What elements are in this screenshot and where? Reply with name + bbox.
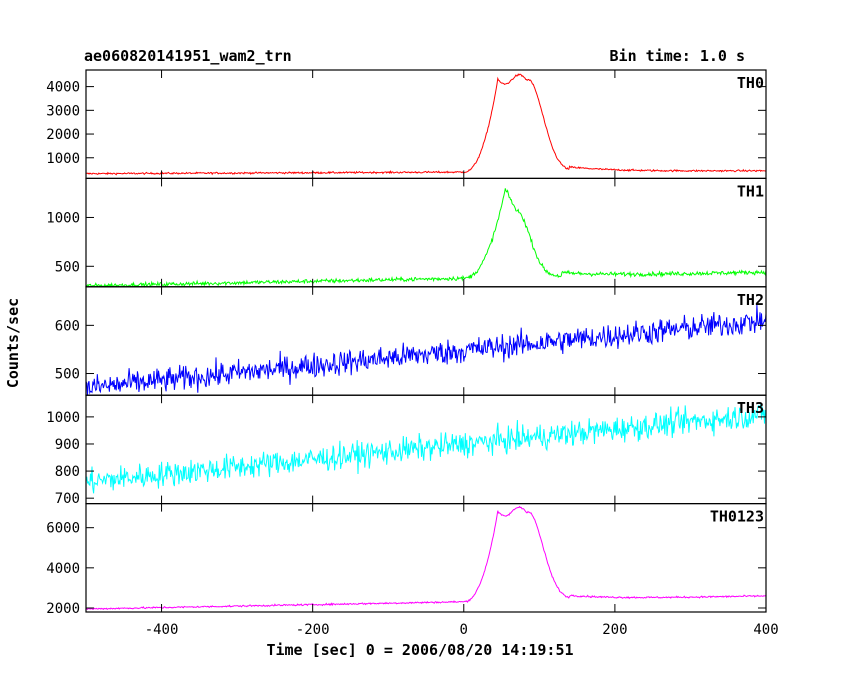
y-tick-label: 600 bbox=[55, 318, 80, 334]
panel-frame-th0123 bbox=[85, 503, 767, 613]
x-axis-label: Time [sec] 0 = 2006/08/20 14:19:51 bbox=[266, 641, 573, 659]
y-axis-label: Counts/sec bbox=[4, 298, 22, 388]
series-line-th3 bbox=[85, 404, 767, 494]
panel-label-th0123: TH0123 bbox=[710, 508, 764, 526]
x-tick-label: -200 bbox=[296, 622, 330, 638]
series-line-th2 bbox=[85, 304, 767, 395]
y-tick-label: 800 bbox=[55, 464, 80, 480]
series-line-th0 bbox=[85, 73, 767, 176]
chart-title: ae060820141951_wam2_trn bbox=[84, 47, 292, 65]
y-tick-label: 4000 bbox=[46, 80, 80, 96]
y-tick-label: 2000 bbox=[46, 601, 80, 617]
y-tick-label: 6000 bbox=[46, 521, 80, 537]
x-tick-label: -400 bbox=[145, 622, 179, 638]
panel-label-th2: TH2 bbox=[737, 291, 764, 309]
y-tick-label: 700 bbox=[55, 491, 80, 507]
x-tick-label: 0 bbox=[460, 622, 468, 638]
y-tick-label: 1000 bbox=[46, 151, 80, 167]
y-tick-label: 500 bbox=[55, 367, 80, 383]
panel-label-th0: TH0 bbox=[737, 74, 764, 92]
bin-time-label: Bin time: 1.0 s bbox=[610, 47, 745, 65]
series-line-th1 bbox=[85, 188, 767, 288]
panel-label-th3: TH3 bbox=[737, 399, 764, 417]
panel-frame-th2 bbox=[85, 286, 767, 396]
y-tick-label: 4000 bbox=[46, 561, 80, 577]
panel-frame-th0 bbox=[85, 69, 767, 180]
panel-frame-th3 bbox=[85, 394, 767, 505]
series-line-th0123 bbox=[85, 505, 767, 611]
panel-label-th1: TH1 bbox=[737, 182, 764, 200]
y-tick-label: 3000 bbox=[46, 103, 80, 119]
y-tick-label: 1000 bbox=[46, 410, 80, 426]
panel-frame-th1 bbox=[85, 177, 767, 288]
x-tick-label: 400 bbox=[753, 622, 778, 638]
y-tick-label: 900 bbox=[55, 437, 80, 453]
y-tick-label: 500 bbox=[55, 259, 80, 275]
y-tick-label: 2000 bbox=[46, 127, 80, 143]
x-tick-label: 200 bbox=[602, 622, 627, 638]
y-tick-label: 1000 bbox=[46, 210, 80, 226]
